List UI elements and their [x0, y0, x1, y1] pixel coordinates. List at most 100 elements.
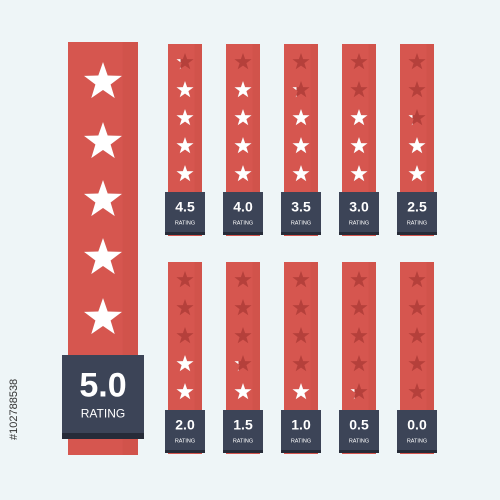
badge-fold [281, 450, 321, 453]
star-half [408, 115, 413, 126]
badge [223, 192, 263, 232]
star-half [234, 361, 239, 372]
star-empty [292, 271, 310, 288]
star-empty [350, 299, 368, 316]
star-filled [176, 81, 194, 98]
star-empty [408, 271, 426, 288]
ribbon-shade [310, 44, 318, 236]
star-empty [176, 299, 194, 316]
ribbon-shade [122, 42, 138, 455]
star-empty [292, 299, 310, 316]
star-filled [176, 109, 194, 126]
rating-caption: RATING [407, 221, 427, 227]
star-empty [292, 53, 310, 70]
star-empty [350, 327, 368, 344]
star-empty [350, 53, 368, 70]
badge [223, 410, 263, 450]
ribbon-shade [310, 262, 318, 454]
badge [339, 410, 379, 450]
star-half [292, 87, 297, 98]
rating-value: 0.5 [349, 417, 369, 433]
rating-value: 3.0 [349, 199, 369, 215]
rating-caption: RATING [175, 221, 195, 227]
badge-fold [339, 232, 379, 235]
rating-caption: RATING [233, 439, 253, 445]
star-empty [350, 355, 368, 372]
star-filled [83, 180, 123, 217]
badge-fold [165, 450, 205, 453]
star-half [176, 59, 181, 70]
star-filled [292, 137, 310, 154]
star-half [350, 389, 355, 400]
ribbon-shade [252, 44, 260, 236]
ribbon-shade [368, 262, 376, 454]
rating-value: 4.0 [233, 199, 253, 215]
badge [281, 192, 321, 232]
star-filled [408, 165, 426, 182]
rating-value: 2.5 [407, 199, 427, 215]
star-empty [350, 383, 368, 400]
star-empty [234, 271, 252, 288]
star-empty [408, 355, 426, 372]
star-empty [292, 81, 310, 98]
star-filled [234, 165, 252, 182]
star-empty [176, 271, 194, 288]
star-filled [292, 383, 310, 400]
star-filled [176, 165, 194, 182]
badge [165, 410, 205, 450]
star-empty [234, 327, 252, 344]
rating-value: 1.0 [291, 417, 311, 433]
star-filled [176, 137, 194, 154]
ribbon-shade [252, 262, 260, 454]
rating-caption: RATING [81, 406, 125, 420]
star-empty [234, 355, 252, 372]
star-empty [408, 109, 426, 126]
star-filled [176, 355, 194, 372]
star-empty [350, 81, 368, 98]
star-filled [234, 137, 252, 154]
badge [62, 355, 144, 433]
rating-value: 4.5 [175, 199, 195, 215]
star-empty [292, 327, 310, 344]
rating-value: 5.0 [79, 367, 126, 405]
badge-fold [281, 232, 321, 235]
star-empty [350, 271, 368, 288]
rating-caption: RATING [349, 221, 369, 227]
star-filled [234, 109, 252, 126]
star-empty [408, 299, 426, 316]
badge-fold [223, 450, 263, 453]
badge [339, 192, 379, 232]
ribbon-shade [194, 44, 202, 236]
star-empty [176, 327, 194, 344]
rating-value: 1.5 [233, 417, 253, 433]
badge-fold [165, 232, 205, 235]
star-empty [408, 81, 426, 98]
star-filled [83, 298, 123, 335]
star-empty [408, 383, 426, 400]
star-empty [408, 327, 426, 344]
badge [281, 410, 321, 450]
star-empty [176, 53, 194, 70]
star-filled [83, 62, 123, 99]
ribbon-shade [368, 44, 376, 236]
badge [397, 192, 437, 232]
badge [397, 410, 437, 450]
ribbon-shade [194, 262, 202, 454]
star-empty [292, 355, 310, 372]
ribbon-shade [426, 262, 434, 454]
badge-fold [397, 232, 437, 235]
star-filled [408, 137, 426, 154]
star-filled [234, 81, 252, 98]
badge-fold [223, 232, 263, 235]
rating-value: 0.0 [407, 417, 427, 433]
image-id: #102788538 [8, 379, 20, 440]
star-filled [350, 137, 368, 154]
star-filled [350, 165, 368, 182]
rating-value: 2.0 [175, 417, 195, 433]
rating-caption: RATING [349, 439, 369, 445]
rating-caption: RATING [407, 439, 427, 445]
rating-value: 3.5 [291, 199, 311, 215]
badge-fold [339, 450, 379, 453]
star-empty [234, 53, 252, 70]
